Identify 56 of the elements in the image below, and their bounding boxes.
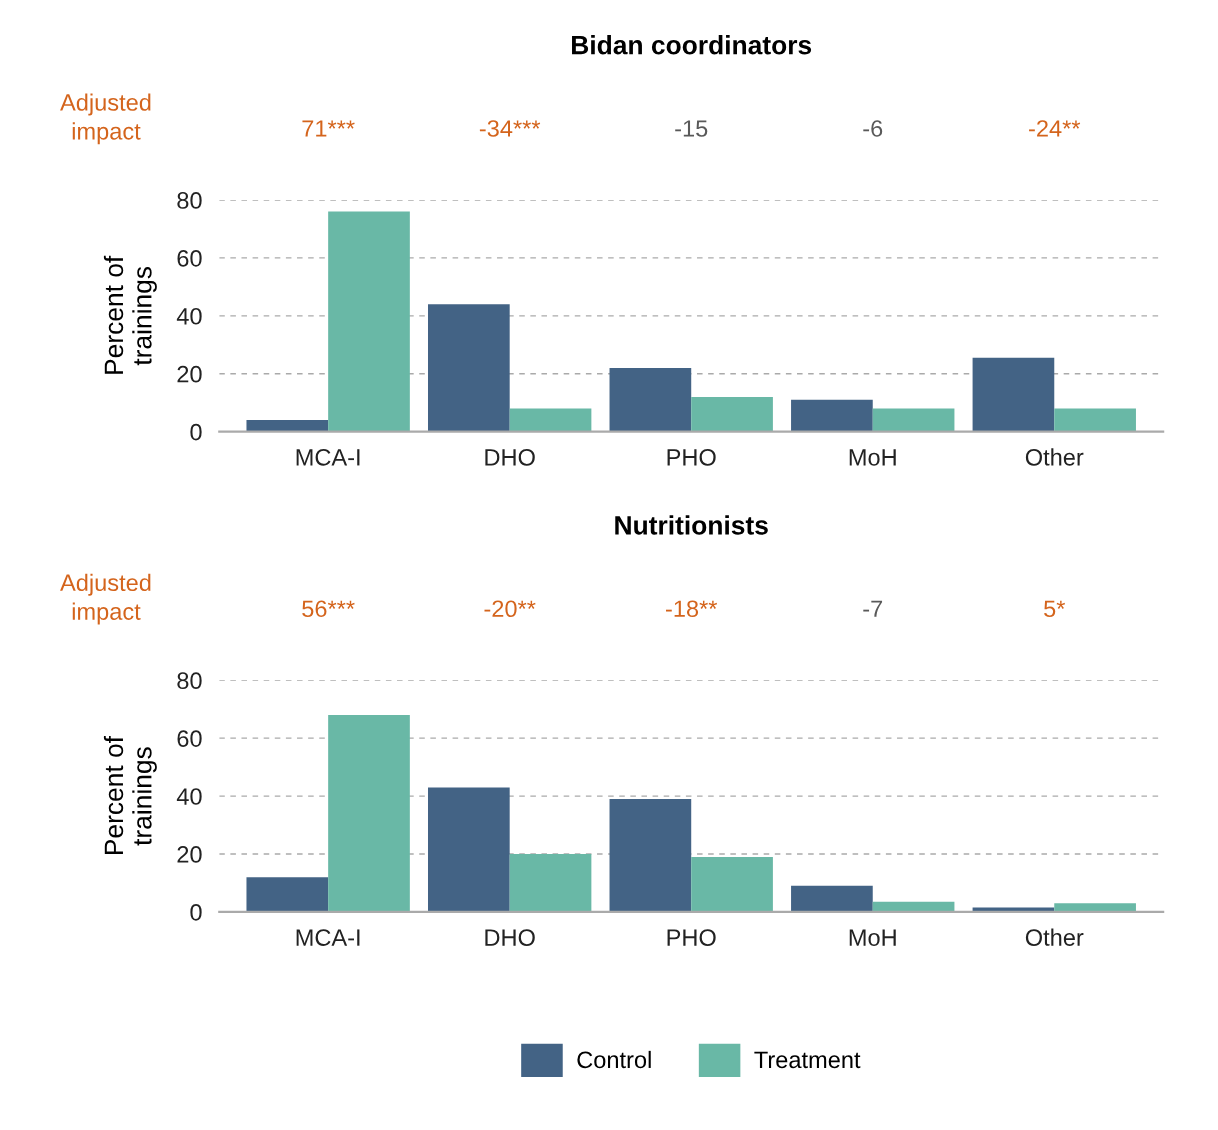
y-tick-label: 20 bbox=[177, 846, 202, 863]
bar bbox=[691, 856, 773, 912]
bar bbox=[328, 211, 410, 432]
y-tick-label: 80 bbox=[177, 192, 202, 209]
x-tick-label: MCA-I bbox=[296, 448, 360, 466]
x-tick-label: MoH bbox=[849, 929, 896, 946]
text: -7 bbox=[863, 600, 883, 617]
bar bbox=[428, 787, 510, 912]
y-tick-label: 0 bbox=[190, 423, 202, 441]
bar bbox=[872, 408, 955, 432]
bar bbox=[609, 798, 692, 912]
y-tick-label: 0 bbox=[190, 903, 202, 921]
bar bbox=[1054, 903, 1136, 912]
y-tick-label: 20 bbox=[177, 365, 202, 383]
bar bbox=[609, 367, 692, 432]
y-tick-label: 80 bbox=[177, 672, 202, 690]
text: -34*** bbox=[479, 120, 541, 137]
text: -15 bbox=[675, 120, 708, 137]
text: -18** bbox=[666, 600, 718, 618]
bar bbox=[1054, 408, 1136, 432]
text: -24** bbox=[1029, 120, 1081, 137]
y-tick-label: 40 bbox=[176, 788, 202, 805]
y-tick-label: 40 bbox=[176, 307, 202, 325]
y-tick-label: 60 bbox=[177, 730, 202, 747]
bar bbox=[972, 357, 1055, 432]
bar bbox=[791, 399, 873, 432]
y-axis-title: Percent of trainings bbox=[103, 255, 157, 374]
x-tick-label: Other bbox=[1025, 928, 1084, 946]
text: 5* bbox=[1044, 600, 1066, 618]
chart-title: Bidan coordinators bbox=[572, 35, 812, 55]
bar bbox=[428, 304, 510, 432]
text: -20** bbox=[484, 600, 536, 618]
text: -6 bbox=[863, 120, 883, 137]
text: Adjusted impact bbox=[60, 93, 151, 145]
x-tick-label: DHO bbox=[485, 448, 535, 466]
y-axis-title: Percent of trainings bbox=[103, 735, 157, 855]
legend-label: Control bbox=[577, 1050, 651, 1069]
x-tick-label: PHO bbox=[667, 448, 716, 466]
y-tick-label: 60 bbox=[177, 249, 202, 267]
bar bbox=[691, 396, 773, 432]
text: Adjusted impact bbox=[60, 573, 151, 625]
bar bbox=[509, 408, 592, 432]
text: 71*** bbox=[302, 120, 355, 137]
bar bbox=[328, 715, 410, 912]
bar bbox=[509, 854, 592, 912]
bar bbox=[246, 420, 329, 432]
bar bbox=[791, 885, 873, 912]
x-tick-label: MoH bbox=[849, 449, 896, 466]
text: 56*** bbox=[302, 600, 355, 618]
bar bbox=[246, 877, 329, 912]
chart-title: Nutritionists bbox=[615, 515, 768, 535]
x-tick-label: PHO bbox=[667, 929, 716, 946]
legend-label: Treatment bbox=[754, 1051, 861, 1069]
x-tick-label: DHO bbox=[485, 929, 535, 946]
x-tick-label: Other bbox=[1025, 448, 1084, 466]
x-tick-label: MCA-I bbox=[296, 929, 360, 946]
